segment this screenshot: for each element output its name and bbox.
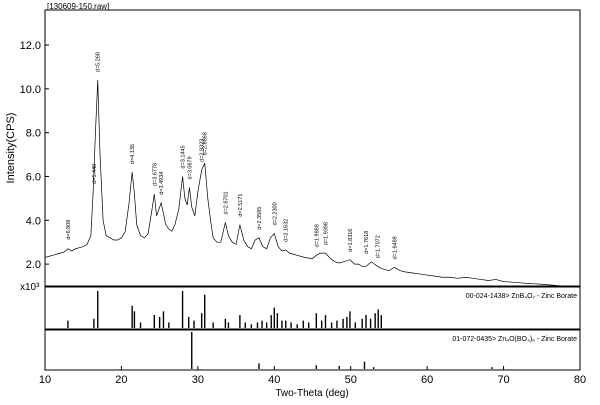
peak-annotation: d=4.135 — [130, 144, 136, 164]
reference-panel-1-title: 00-024-1438> ZnB₄O₇ - Zinc Borate — [466, 293, 577, 300]
x-tick-label: 70 — [497, 374, 509, 386]
diffraction-pattern-line — [44, 80, 581, 288]
peak-annotation: d=3.4934 — [159, 172, 165, 195]
y-ticks: 2.0 4.0 6.0 8.0 10.0 12.0 — [20, 40, 49, 271]
y-tick-label: 4.0 — [26, 215, 41, 227]
peak-annotation: d=1.6489 — [392, 236, 398, 259]
y-axis-label: Intensity(CPS) — [5, 113, 17, 184]
peak-annotation: d=2.1632 — [284, 219, 290, 242]
reference-panel-2-title: 01-072-0435> Zn₄O(BO₃)₆ - Zinc Borate — [452, 336, 577, 343]
y-tick-label: 8.0 — [26, 128, 41, 140]
peak-annotation: d=5.268 — [96, 52, 102, 72]
x-tick-label: 80 — [574, 374, 586, 386]
y-tick-label: 10.0 — [20, 84, 41, 96]
y-tick-label: 6.0 — [26, 171, 41, 183]
y-tick-label: 2.0 — [26, 259, 41, 271]
x-ticks: 10 20 30 40 50 60 70 80 — [39, 366, 586, 386]
reference-2-sticks — [191, 332, 493, 369]
peak-annotation: d=1.7072 — [375, 235, 381, 258]
peak-annotation: d=6.808 — [66, 220, 72, 240]
peak-annotation: d=3.0679 — [187, 156, 193, 179]
x-tick-label: 40 — [268, 374, 280, 386]
peak-annotation: d=3.6778 — [152, 163, 158, 186]
peak-annotation: d=1.9398 — [323, 222, 329, 245]
peak-annotation: d=1.8316 — [348, 229, 354, 252]
x-tick-label: 50 — [345, 374, 357, 386]
x-tick-label: 60 — [421, 374, 433, 386]
peak-annotation: d=2.9323 — [200, 139, 206, 162]
main-plot-frame — [44, 9, 581, 287]
x-tick-label: 20 — [115, 374, 127, 386]
reference-1-sticks — [67, 291, 382, 328]
x-axis-label: Two-Theta (deg) — [275, 388, 348, 399]
peak-annotation: d=1.9868 — [314, 224, 320, 247]
reference-panel-1-frame — [44, 286, 581, 330]
peak-annotation: d=2.5171 — [238, 194, 244, 217]
peak-annotation: d=3.1445 — [181, 145, 187, 168]
peak-annotation: d=2.3585 — [257, 207, 263, 230]
peak-annotation: d=2.8868 — [203, 132, 209, 155]
peak-annotation: d=1.7618 — [364, 231, 370, 254]
peak-annotation: d=2.6701 — [223, 191, 229, 214]
chart-title: [130609-150.raw] — [47, 2, 109, 11]
y-tick-label: 12.0 — [20, 40, 41, 52]
reference-panel-2-frame — [44, 329, 581, 371]
peak-annotation: d=2.2300 — [272, 202, 278, 225]
peak-annotation: d=5.440 — [92, 164, 98, 184]
x-tick-label: 10 — [39, 374, 51, 386]
y-multiplier-label: x10³ — [20, 282, 40, 293]
x-tick-label: 30 — [192, 374, 204, 386]
